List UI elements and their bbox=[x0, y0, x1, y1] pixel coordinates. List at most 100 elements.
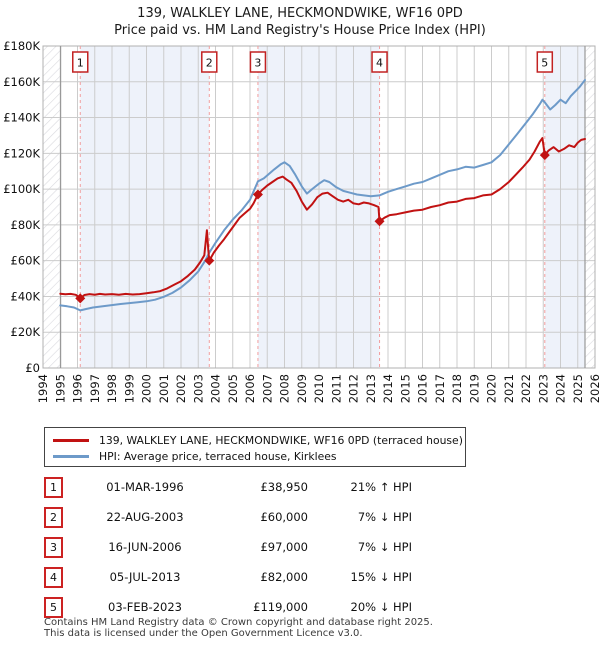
sale-row-number: 5 bbox=[44, 597, 63, 618]
x-tick-label: 2000 bbox=[140, 374, 154, 403]
plot-frame bbox=[42, 45, 596, 369]
price-history-chart: 1 2 3 4 5 £0 £20K £40K £60K £80K £100K £120K £140K £1… bbox=[3, 39, 600, 403]
sale-number-label: 4 bbox=[376, 57, 383, 70]
hpi-line bbox=[59, 79, 586, 312]
ownership-band bbox=[80, 46, 210, 368]
sale-row-number: 2 bbox=[44, 507, 63, 528]
y-tick-label: £80K bbox=[11, 218, 41, 232]
sale-number-label: 1 bbox=[77, 57, 84, 70]
sale-number-box bbox=[371, 51, 388, 73]
x-tick-label: 2024 bbox=[554, 374, 568, 403]
y-tick-label: £160K bbox=[3, 75, 40, 89]
x-tick-label: 1994 bbox=[36, 374, 50, 403]
x-tick-label: 2011 bbox=[329, 374, 343, 403]
y-tick-label: £60K bbox=[11, 254, 41, 268]
footer-copyright: Contains HM Land Registry data © Crown c… bbox=[44, 617, 433, 628]
x-tick-label: 2003 bbox=[191, 374, 205, 403]
x-tick-label: 2009 bbox=[295, 374, 309, 403]
x-tick-label: 2013 bbox=[364, 374, 378, 403]
sale-row-hpi-relation: 20% ↓ HPI bbox=[350, 600, 412, 614]
sale-row: 2 22-AUG-2003 £60,000 7% ↓ HPI bbox=[44, 507, 444, 531]
property-line bbox=[59, 137, 586, 300]
sale-marker bbox=[252, 189, 263, 200]
sale-row-date: 05-JUL-2013 bbox=[109, 570, 181, 584]
property-line-swatch bbox=[53, 438, 89, 442]
x-tick-label: 2021 bbox=[502, 374, 516, 403]
no-data-hatch bbox=[584, 46, 595, 368]
no-data-hatch bbox=[43, 46, 61, 368]
sale-row-date: 16-JUN-2006 bbox=[108, 540, 182, 554]
sale-number-label: 3 bbox=[254, 57, 261, 70]
x-tick-label: 2020 bbox=[485, 374, 499, 403]
x-tick-label: 2008 bbox=[278, 374, 292, 403]
x-tick-label: 2025 bbox=[571, 374, 585, 403]
sale-row-price: £38,950 bbox=[260, 480, 308, 494]
x-tick-label: 2001 bbox=[157, 374, 171, 403]
sale-number-box bbox=[201, 51, 218, 73]
sale-number-label: 5 bbox=[541, 57, 548, 70]
sale-marker bbox=[75, 293, 86, 304]
hpi-line-swatch bbox=[53, 454, 89, 458]
x-tick-label: 2015 bbox=[398, 374, 412, 403]
sale-number-label: 2 bbox=[206, 57, 213, 70]
sale-row-hpi-relation: 7% ↓ HPI bbox=[357, 510, 412, 524]
x-tick-label: 2016 bbox=[416, 374, 430, 403]
x-tick-label: 2006 bbox=[243, 374, 257, 403]
x-tick-label: 2010 bbox=[312, 374, 326, 403]
page-title: 139, WALKLEY LANE, HECKMONDWIKE, WF16 0P… bbox=[137, 6, 463, 21]
x-tick-label: 1998 bbox=[105, 374, 119, 403]
sale-row-hpi-relation: 15% ↓ HPI bbox=[350, 570, 412, 584]
sale-row-price: £82,000 bbox=[260, 570, 308, 584]
sale-row-date: 22-AUG-2003 bbox=[106, 510, 184, 524]
sale-marker bbox=[374, 216, 385, 227]
sale-row-price: £97,000 bbox=[260, 540, 308, 554]
sale-number-box bbox=[536, 51, 554, 73]
sale-row: 5 03-FEB-2023 £119,000 20% ↓ HPI bbox=[44, 597, 444, 621]
footer-licence: This data is licensed under the Open Gov… bbox=[44, 628, 363, 639]
sale-row-number: 4 bbox=[44, 567, 63, 588]
x-tick-label: 1999 bbox=[122, 374, 136, 403]
x-tick-label: 2017 bbox=[433, 374, 447, 403]
y-tick-label: £20K bbox=[11, 325, 41, 339]
x-tick-label: 1995 bbox=[53, 374, 67, 403]
sale-row-number: 3 bbox=[44, 537, 63, 558]
sale-row-date: 01-MAR-1996 bbox=[106, 480, 184, 494]
legend-entry-hpi: HPI: Average price, terraced house, Kirk… bbox=[53, 448, 457, 464]
sale-marker bbox=[204, 255, 215, 266]
y-tick-label: £180K bbox=[3, 39, 40, 53]
x-tick-label: 2019 bbox=[467, 374, 481, 403]
sale-row-price: £60,000 bbox=[260, 510, 308, 524]
sale-row: 3 16-JUN-2006 £97,000 7% ↓ HPI bbox=[44, 537, 444, 561]
sale-marker bbox=[539, 150, 550, 161]
y-tick-label: £100K bbox=[3, 182, 40, 196]
x-tick-label: 2007 bbox=[260, 374, 274, 403]
x-tick-label: 2002 bbox=[174, 374, 188, 403]
sale-row: 1 01-MAR-1996 £38,950 21% ↑ HPI bbox=[44, 477, 444, 501]
chart-legend: 139, WALKLEY LANE, HECKMONDWIKE, WF16 0P… bbox=[44, 427, 466, 467]
x-tick-label: 2004 bbox=[209, 374, 223, 403]
x-tick-label: 2018 bbox=[450, 374, 464, 403]
sale-row-number: 1 bbox=[44, 477, 63, 498]
x-tick-label: 2012 bbox=[347, 374, 361, 403]
legend-label-hpi: HPI: Average price, terraced house, Kirk… bbox=[99, 449, 337, 463]
legend-label-property: 139, WALKLEY LANE, HECKMONDWIKE, WF16 0P… bbox=[99, 433, 463, 447]
sale-row-date: 03-FEB-2023 bbox=[108, 600, 182, 614]
x-tick-label: 2022 bbox=[519, 374, 533, 403]
x-tick-label: 2026 bbox=[588, 374, 600, 403]
page-subtitle: Price paid vs. HM Land Registry's House … bbox=[114, 23, 486, 38]
sale-row-hpi-relation: 21% ↑ HPI bbox=[350, 480, 412, 494]
sale-number-box bbox=[72, 51, 89, 73]
x-tick-label: 2005 bbox=[226, 374, 240, 403]
legend-entry-property: 139, WALKLEY LANE, HECKMONDWIKE, WF16 0P… bbox=[53, 432, 463, 448]
ownership-band bbox=[544, 46, 585, 368]
x-tick-label: 2023 bbox=[536, 374, 550, 403]
sale-row-hpi-relation: 7% ↓ HPI bbox=[357, 540, 412, 554]
y-tick-label: £40K bbox=[11, 289, 41, 303]
sale-number-box bbox=[249, 51, 267, 73]
y-tick-label: £0 bbox=[25, 361, 40, 375]
y-tick-label: £120K bbox=[3, 146, 40, 160]
x-tick-label: 1997 bbox=[88, 374, 102, 403]
sale-row: 4 05-JUL-2013 £82,000 15% ↓ HPI bbox=[44, 567, 444, 591]
x-tick-label: 2014 bbox=[381, 374, 395, 403]
